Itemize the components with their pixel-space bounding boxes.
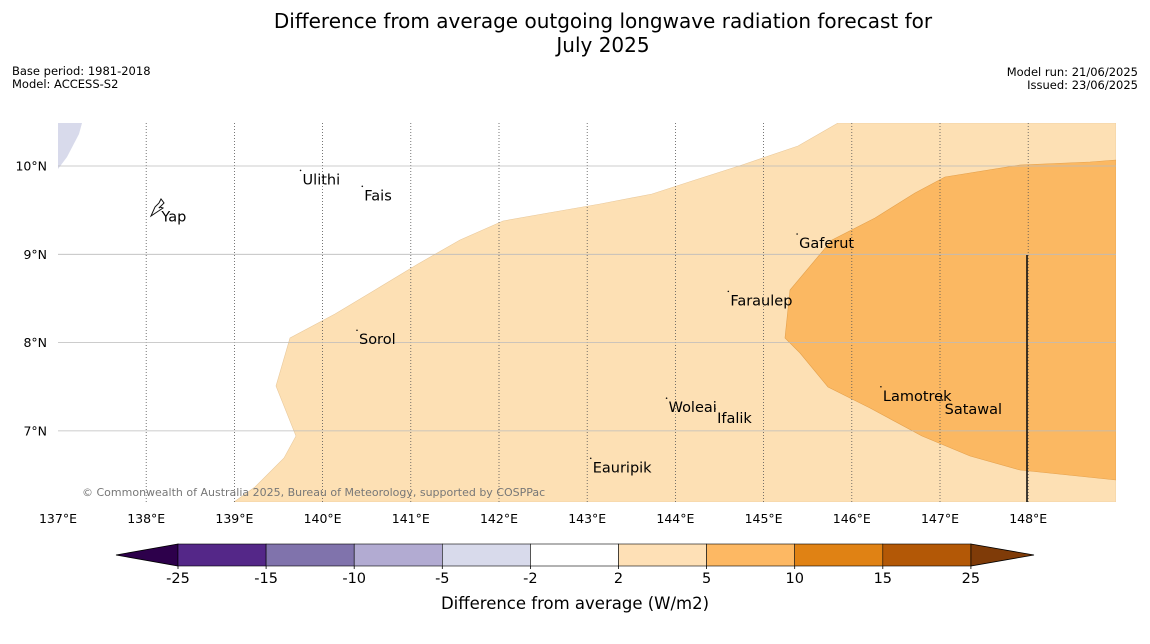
colorbar-bin	[882, 543, 972, 567]
base-period: Base period: 1981-2018	[12, 64, 151, 78]
longitude-gridlines	[145, 123, 1029, 502]
latitude-gridlines	[58, 165, 1116, 432]
colorbar-under-arrow	[115, 543, 179, 567]
place-label: Fais	[364, 188, 391, 204]
longitude-labels: 137°E 138°E 139°E 140°E 141°E 142°E 143°E 144°E…	[39, 511, 1047, 526]
colorbar-bin	[265, 543, 355, 567]
colorbar-tick-label: -15	[254, 571, 278, 587]
place-label: Faraulep	[730, 293, 792, 309]
place-marker	[589, 457, 592, 460]
longitude-label: 142°E	[480, 511, 518, 526]
colorbar-bin	[794, 543, 884, 567]
colorbar-tick-label: -25	[166, 571, 190, 587]
place-label: Ulithi	[303, 172, 341, 188]
place-marker	[665, 397, 668, 400]
colorbar-tick-label: 25	[962, 571, 980, 587]
place-label: Eauripik	[593, 460, 652, 476]
title-line-2: July 2025	[556, 33, 650, 57]
colorbar-over-arrow	[970, 543, 1035, 567]
anomaly-region-light-purple	[58, 123, 82, 169]
colorbar-tick-label: -2	[523, 571, 537, 587]
longitude-label: 143°E	[568, 511, 606, 526]
colorbar-tick-label: 2	[614, 571, 623, 587]
colorbar-bin	[177, 543, 267, 567]
colorbar-tick-label: -10	[342, 571, 366, 587]
longitude-label: 144°E	[656, 511, 694, 526]
meta-right: Model run: 21/06/2025 Issued: 23/06/2025	[1007, 66, 1138, 92]
colorbar-bin	[530, 543, 619, 567]
issued-date: Issued: 23/06/2025	[1027, 78, 1138, 92]
colorbar-bin	[706, 543, 795, 567]
longitude-label: 140°E	[304, 511, 342, 526]
place-marker	[158, 206, 161, 209]
longitude-label: 139°E	[215, 511, 253, 526]
place-label: Satawal	[945, 402, 1002, 418]
latitude-labels: 10°N 9°N 8°N 7°N	[15, 159, 47, 439]
place-label: Gaferut	[799, 236, 854, 252]
colorbar-tick-label: -5	[435, 571, 449, 587]
model-run: Model run: 21/06/2025	[1006, 65, 1138, 79]
place-marker	[727, 290, 730, 293]
colorbar-bin	[618, 543, 707, 567]
longitude-label: 145°E	[745, 511, 783, 526]
anomaly-region-mid-orange	[784, 159, 1116, 481]
place-label: Yap	[160, 210, 186, 226]
place-marker	[880, 385, 882, 388]
longitude-label: 146°E	[833, 511, 871, 526]
islet-dot	[940, 397, 942, 399]
place-marker	[714, 408, 716, 410]
place-marker	[299, 169, 302, 172]
colorbar-bin	[441, 543, 531, 567]
latitude-label: 9°N	[23, 247, 47, 262]
title-line-1: Difference from average outgoing longwav…	[273, 9, 933, 33]
longitude-label: 137°E	[39, 511, 77, 526]
place-labels: Ulithi Fais Yap Gaferut Faraulep Sorol Lamotre…	[158, 169, 1002, 476]
place-label: Sorol	[359, 332, 396, 348]
latitude-label: 8°N	[23, 335, 47, 350]
colorbar-title: Difference from average (W/m2)	[440, 594, 710, 613]
longitude-label: 148°E	[1009, 511, 1047, 526]
model-name: Model: ACCESS-S2	[12, 77, 119, 91]
longitude-label: 147°E	[921, 511, 959, 526]
island-markers	[149, 198, 942, 399]
colorbar-tick-label: 15	[874, 571, 892, 587]
copyright-notice: © Commonwealth of Australia 2025, Bureau…	[82, 486, 545, 499]
latitude-label: 7°N	[23, 423, 47, 438]
latitude-label: 10°N	[15, 159, 47, 174]
map-area: © Commonwealth of Australia 2025, Bureau…	[58, 123, 1116, 502]
colorbar: -25 -15 -10 -5 -2 2 5 10 15 25	[115, 543, 1035, 587]
place-label: Ifalik	[717, 411, 752, 427]
place-marker	[796, 233, 798, 235]
longitude-label: 141°E	[392, 511, 430, 526]
place-label: Lamotrek	[883, 389, 952, 405]
colorbar-tick-label: 5	[702, 571, 711, 587]
place-label: Woleai	[669, 400, 717, 416]
yap-island-shape	[149, 198, 165, 218]
page-title: Difference from average outgoing longwav…	[0, 9, 1150, 57]
colorbar-bin	[353, 543, 443, 567]
place-marker	[356, 329, 358, 332]
colorbar-tick-label: 10	[785, 571, 803, 587]
longitude-label: 138°E	[127, 511, 165, 526]
place-marker	[941, 399, 944, 401]
place-marker	[361, 185, 364, 188]
meta-left: Base period: 1981-2018 Model: ACCESS-S2	[12, 65, 151, 91]
